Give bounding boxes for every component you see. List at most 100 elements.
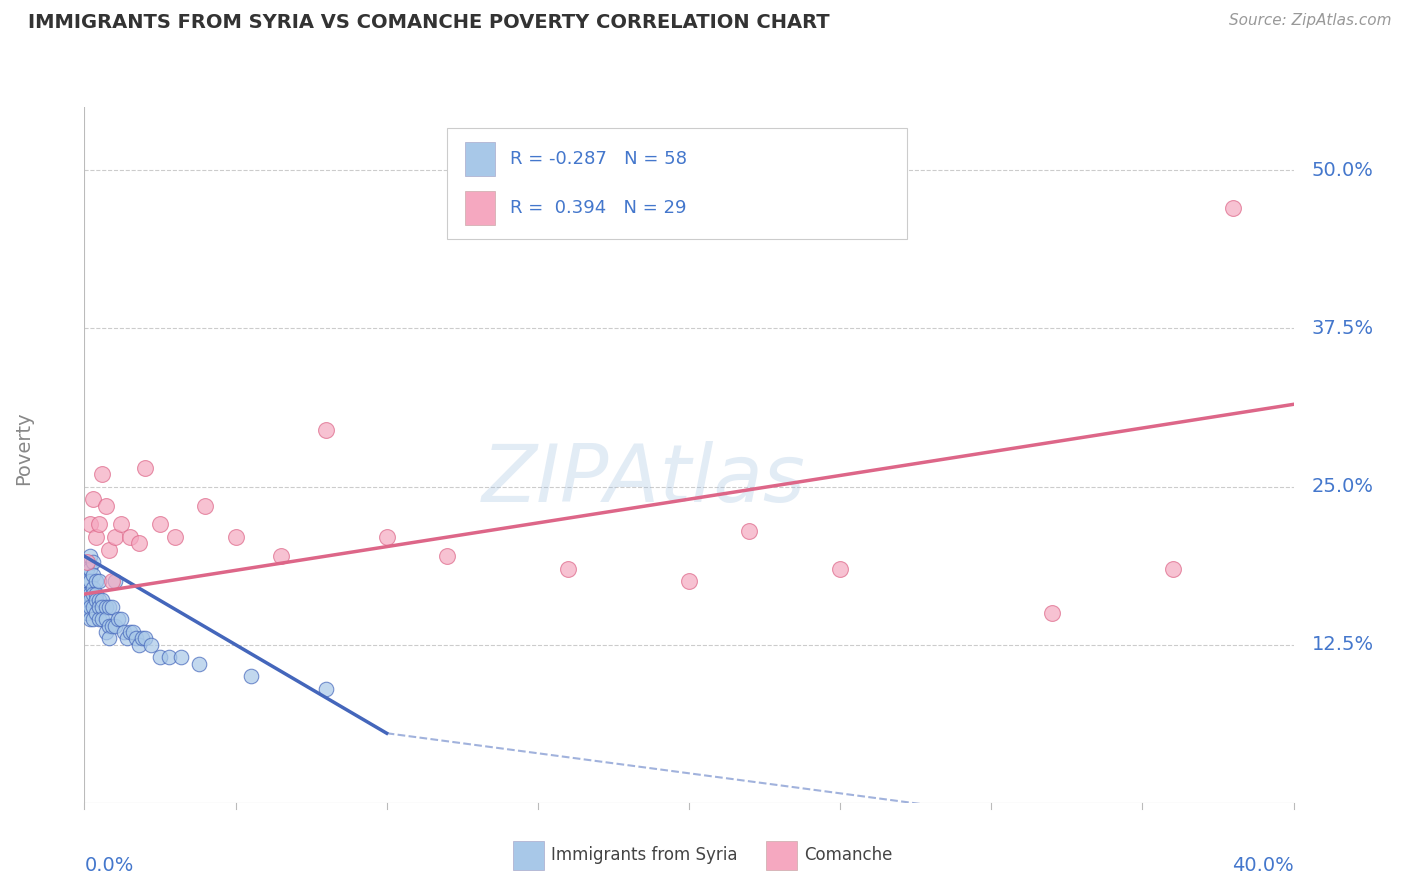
Point: [79, 517, 101, 532]
Text: Immigrants from Syria: Immigrants from Syria: [551, 847, 738, 864]
Point: [91, 593, 114, 607]
Point: [94, 625, 117, 640]
Point: [79, 593, 101, 607]
Point: [149, 650, 172, 665]
Text: 50.0%: 50.0%: [1312, 161, 1374, 180]
Text: 37.5%: 37.5%: [1312, 319, 1374, 338]
Text: 0.0%: 0.0%: [84, 856, 134, 875]
Text: ZIPAtlas: ZIPAtlas: [482, 442, 806, 519]
Point: [100, 618, 122, 632]
Point: [121, 625, 143, 640]
Point: [89, 593, 111, 607]
Point: [128, 638, 150, 652]
Point: [79, 599, 101, 614]
Point: [118, 625, 141, 640]
Text: 25.0%: 25.0%: [1312, 477, 1374, 496]
Point: [194, 499, 217, 513]
Point: [170, 650, 193, 665]
Point: [79, 574, 101, 589]
Point: [149, 517, 172, 532]
Point: [94, 499, 117, 513]
Point: [139, 638, 162, 652]
Point: [94, 612, 117, 626]
Point: [270, 549, 292, 563]
Text: 12.5%: 12.5%: [1312, 635, 1374, 654]
Point: [82, 587, 104, 601]
Point: [79, 562, 101, 576]
Text: R =  0.394   N = 29: R = 0.394 N = 29: [510, 199, 686, 217]
Point: [86, 530, 108, 544]
Text: Poverty: Poverty: [14, 412, 34, 485]
Point: [315, 681, 337, 696]
Point: [315, 423, 337, 437]
Point: [86, 606, 108, 620]
Point: [82, 492, 104, 507]
FancyBboxPatch shape: [447, 128, 907, 239]
Point: [91, 612, 114, 626]
Point: [97, 632, 120, 646]
Point: [79, 612, 101, 626]
Point: [128, 536, 150, 550]
Point: [97, 599, 120, 614]
Point: [100, 599, 122, 614]
Point: [76, 593, 98, 607]
Text: IMMIGRANTS FROM SYRIA VS COMANCHE POVERTY CORRELATION CHART: IMMIGRANTS FROM SYRIA VS COMANCHE POVERT…: [28, 13, 830, 32]
Point: [82, 556, 104, 570]
Point: [163, 530, 186, 544]
Point: [79, 587, 101, 601]
Point: [76, 562, 98, 576]
Point: [225, 530, 247, 544]
Point: [100, 574, 122, 589]
Point: [75, 587, 97, 601]
Point: [104, 574, 127, 589]
Point: [79, 549, 101, 563]
Point: [134, 460, 156, 475]
Point: [82, 581, 104, 595]
Text: R = -0.287   N = 58: R = -0.287 N = 58: [510, 150, 688, 168]
Point: [104, 530, 127, 544]
Point: [1222, 201, 1244, 215]
Point: [557, 562, 579, 576]
Text: 40.0%: 40.0%: [1232, 856, 1294, 875]
Point: [104, 618, 127, 632]
Point: [157, 650, 180, 665]
Point: [76, 556, 98, 570]
Point: [86, 587, 108, 601]
Point: [89, 574, 111, 589]
Point: [188, 657, 211, 671]
Point: [76, 587, 98, 601]
Bar: [465, 191, 495, 226]
Bar: [465, 142, 495, 177]
Point: [89, 612, 111, 626]
Point: [110, 517, 132, 532]
Point: [436, 549, 458, 563]
Point: [86, 593, 108, 607]
Point: [91, 599, 114, 614]
Text: Source: ZipAtlas.com: Source: ZipAtlas.com: [1229, 13, 1392, 29]
Point: [830, 562, 852, 576]
Point: [91, 467, 114, 481]
Point: [110, 612, 132, 626]
Point: [86, 574, 108, 589]
Point: [1161, 562, 1184, 576]
Point: [678, 574, 700, 589]
Point: [97, 618, 120, 632]
Point: [82, 612, 104, 626]
Point: [94, 599, 117, 614]
Point: [89, 599, 111, 614]
Point: [131, 632, 153, 646]
Point: [97, 542, 120, 557]
Point: [89, 517, 111, 532]
Point: [76, 606, 98, 620]
Point: [82, 599, 104, 614]
Point: [112, 625, 135, 640]
Point: [375, 530, 398, 544]
Point: [738, 524, 761, 538]
Point: [118, 530, 141, 544]
Point: [76, 574, 98, 589]
Point: [76, 599, 98, 614]
Point: [107, 612, 129, 626]
Point: [125, 632, 148, 646]
Point: [1040, 606, 1063, 620]
Point: [115, 632, 138, 646]
